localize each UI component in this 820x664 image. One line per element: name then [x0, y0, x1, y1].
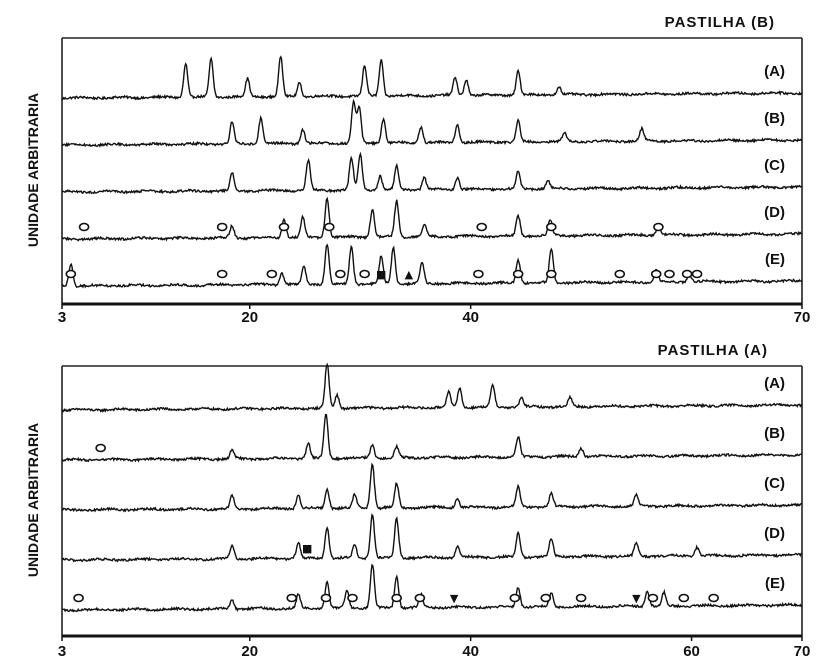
phase-marker	[65, 269, 77, 279]
series-line	[61, 563, 803, 613]
series-label: (B)	[764, 425, 785, 442]
phase-marker	[647, 593, 659, 603]
phase-marker	[664, 269, 675, 279]
phase-marker	[691, 269, 703, 279]
phase-marker	[476, 222, 488, 232]
phase-marker	[266, 269, 278, 279]
series-label: (D)	[764, 204, 785, 221]
series-line	[61, 362, 803, 413]
x-axis-ticks: 3 20 40 60 70	[58, 636, 811, 660]
x-tick-label: 40	[462, 643, 479, 660]
phase-marker	[545, 222, 557, 232]
x-axis-ticks: 3 20 40 70	[58, 304, 811, 326]
series-line	[61, 513, 803, 563]
traces: (A) (B) (C) (D) (E)	[61, 55, 803, 289]
series-label: (A)	[764, 63, 785, 80]
phase-marker	[512, 269, 524, 279]
phase-marker	[216, 222, 228, 232]
phase-marker: ■	[376, 268, 386, 281]
phase-marker	[347, 593, 358, 603]
x-tick-label: 70	[794, 643, 811, 660]
phase-marker	[650, 269, 662, 279]
phase-marker	[509, 593, 521, 603]
chart-title: PASTILHA (B)	[665, 14, 775, 31]
x-tick-label: 60	[683, 643, 700, 660]
series-line	[61, 55, 803, 101]
x-tick-label: 40	[462, 309, 479, 326]
series-label: (E)	[765, 575, 785, 592]
phase-marker	[95, 443, 106, 453]
phase-marker: ▲	[405, 268, 414, 281]
phase-marker	[614, 269, 626, 279]
chart-panel-pastilha-b: PASTILHA (B) UNIDADE ARBITRARIA (A) (B) (C…	[25, 14, 810, 326]
phase-marker	[681, 269, 693, 279]
phase-marker	[216, 269, 228, 279]
chart-title: PASTILHA (A)	[658, 342, 768, 359]
phase-marker	[708, 593, 719, 603]
phase-marker	[678, 593, 690, 603]
phase-marker	[359, 269, 370, 279]
phase-marker: ▼	[450, 592, 459, 605]
phase-marker	[545, 269, 557, 279]
series-line	[61, 413, 803, 463]
series-line	[61, 98, 803, 148]
phase-marker	[286, 593, 298, 603]
phase-marker	[278, 222, 290, 232]
x-tick-label: 20	[241, 309, 258, 326]
phase-marker	[473, 269, 484, 279]
phase-marker	[414, 593, 426, 603]
phase-markers: ▲■	[65, 222, 703, 281]
series-line	[61, 151, 803, 195]
phase-marker	[320, 593, 332, 603]
series-label: (A)	[764, 375, 785, 392]
x-tick-label: 70	[794, 309, 811, 326]
phase-marker: ■	[302, 542, 312, 555]
series-label: (B)	[764, 110, 785, 127]
phase-marker	[335, 269, 346, 279]
phase-marker	[575, 593, 587, 603]
series-line	[61, 243, 803, 289]
phase-marker: ▼	[632, 592, 641, 605]
phase-marker	[540, 593, 552, 603]
x-tick-label: 3	[58, 309, 66, 326]
series-line	[62, 196, 802, 242]
phase-marker	[73, 593, 84, 603]
phase-marker	[391, 593, 402, 603]
series-label: (C)	[764, 475, 785, 492]
phase-markers: ■ ▼ ▼	[73, 443, 719, 605]
y-axis-label: UNIDADE ARBITRARIA	[25, 93, 41, 247]
series-label: (D)	[764, 525, 785, 542]
phase-marker	[323, 222, 335, 232]
y-axis-label: UNIDADE ARBITRARIA	[25, 423, 41, 577]
series-label: (E)	[765, 251, 785, 268]
x-tick-label: 3	[58, 643, 66, 660]
series-label: (C)	[764, 157, 785, 174]
phase-marker	[653, 222, 664, 232]
x-tick-label: 20	[241, 643, 258, 660]
traces: (A) (B) (C) (D) (E)	[61, 362, 803, 613]
phase-marker	[78, 222, 90, 232]
chart-panel-pastilha-a: PASTILHA (A) UNIDADE ARBITRARIA (A) (B) (C…	[25, 342, 810, 660]
series-line	[61, 462, 803, 513]
